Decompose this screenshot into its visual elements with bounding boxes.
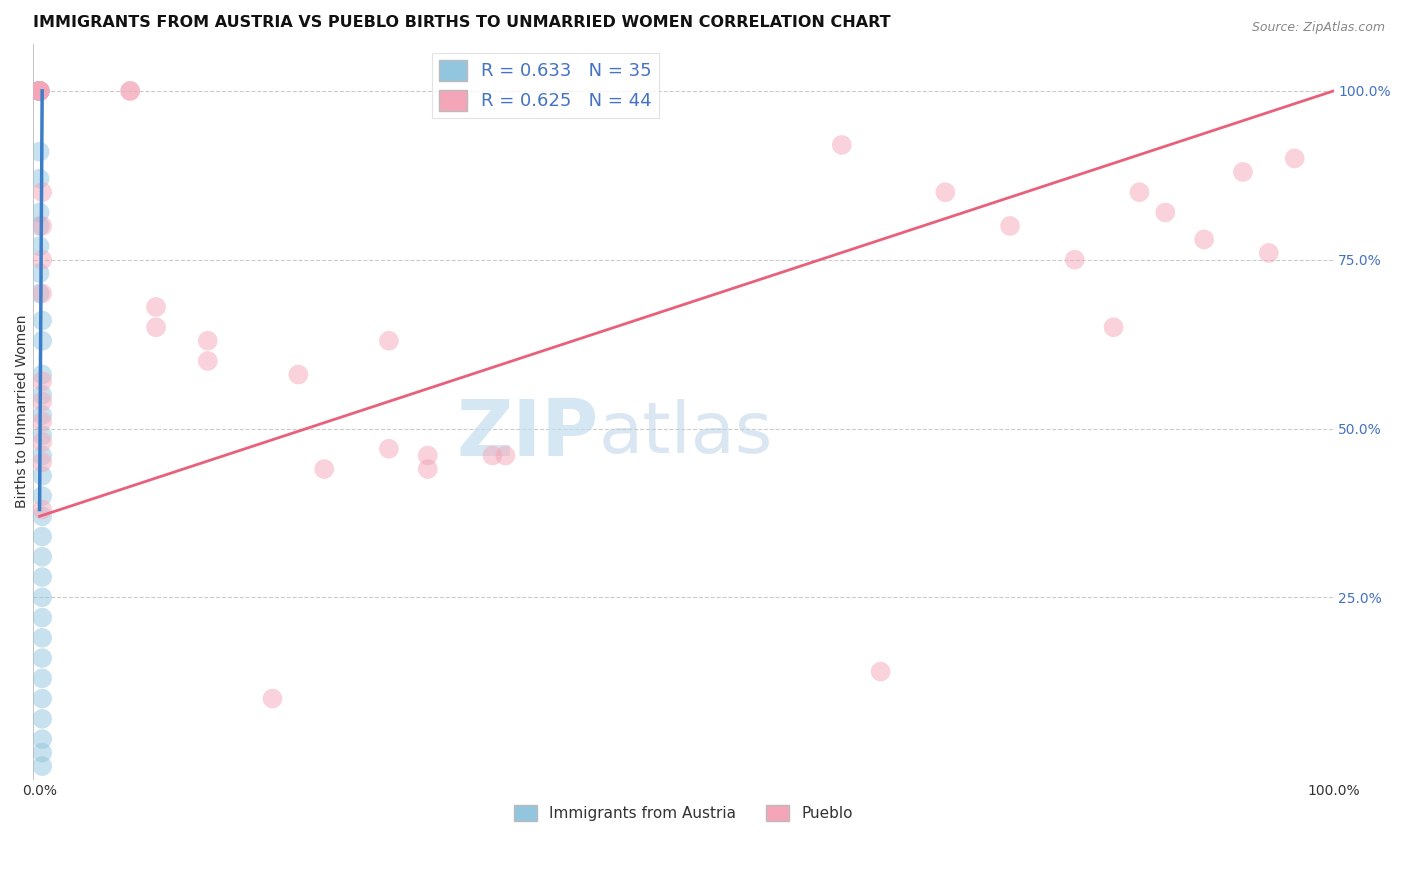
Point (1102, 320, 1125, 334)
Point (28, 84, 51, 98)
Point (1257, 246, 1279, 260)
Point (31, 468, 53, 483)
Point (31, 489, 53, 503)
Point (378, 334, 401, 348)
Point (1063, 252, 1085, 267)
Point (31, 570, 53, 584)
Point (31, 449, 53, 463)
Text: atlas: atlas (599, 400, 773, 468)
Point (31, 368, 53, 382)
Point (28, 84, 51, 98)
Point (28, 239, 51, 253)
Point (120, 84, 142, 98)
Point (28, 84, 51, 98)
Point (31, 408, 53, 422)
Point (31, 746, 53, 760)
Point (145, 320, 167, 334)
Point (28, 84, 51, 98)
Point (31, 252, 53, 267)
Point (28, 84, 51, 98)
Text: ZIP: ZIP (457, 396, 599, 472)
Point (1128, 185, 1150, 199)
Point (31, 530, 53, 544)
Point (31, 732, 53, 747)
Point (28, 171, 51, 186)
Point (28, 145, 51, 159)
Text: Source: ZipAtlas.com: Source: ZipAtlas.com (1251, 21, 1385, 34)
Point (145, 300, 167, 314)
Point (31, 219, 53, 233)
Point (1192, 232, 1215, 246)
Point (481, 449, 503, 463)
Point (28, 84, 51, 98)
Point (28, 84, 51, 98)
Point (31, 455, 53, 469)
Point (28, 84, 51, 98)
Point (1154, 205, 1177, 219)
Point (416, 462, 439, 476)
Point (31, 509, 53, 524)
Point (31, 313, 53, 327)
Point (28, 84, 51, 98)
Point (31, 374, 53, 388)
Point (31, 691, 53, 706)
Point (31, 631, 53, 645)
Point (314, 462, 336, 476)
Point (287, 368, 309, 382)
Point (31, 435, 53, 450)
Point (1232, 165, 1254, 179)
Point (28, 84, 51, 98)
Point (262, 691, 284, 706)
Point (28, 219, 51, 233)
Point (31, 610, 53, 624)
Point (934, 185, 956, 199)
Point (31, 334, 53, 348)
Text: IMMIGRANTS FROM AUSTRIA VS PUEBLO BIRTHS TO UNMARRIED WOMEN CORRELATION CHART: IMMIGRANTS FROM AUSTRIA VS PUEBLO BIRTHS… (34, 15, 891, 30)
Point (31, 185, 53, 199)
Point (31, 394, 53, 409)
Point (28, 266, 51, 280)
Point (1284, 152, 1306, 166)
Point (197, 354, 219, 368)
Point (31, 388, 53, 402)
Point (31, 549, 53, 564)
Point (28, 84, 51, 98)
Point (831, 137, 853, 152)
Point (378, 442, 401, 456)
Point (31, 671, 53, 685)
Point (31, 712, 53, 726)
Point (197, 334, 219, 348)
Point (31, 651, 53, 665)
Point (31, 415, 53, 429)
Point (120, 84, 142, 98)
Point (28, 84, 51, 98)
Point (28, 286, 51, 301)
Point (31, 759, 53, 773)
Legend: Immigrants from Austria, Pueblo: Immigrants from Austria, Pueblo (508, 799, 859, 827)
Point (998, 219, 1021, 233)
Point (31, 502, 53, 516)
Point (869, 665, 891, 679)
Y-axis label: Births to Unmarried Women: Births to Unmarried Women (15, 315, 30, 508)
Point (31, 428, 53, 442)
Point (28, 205, 51, 219)
Point (31, 591, 53, 605)
Point (494, 449, 516, 463)
Point (416, 449, 439, 463)
Point (31, 286, 53, 301)
